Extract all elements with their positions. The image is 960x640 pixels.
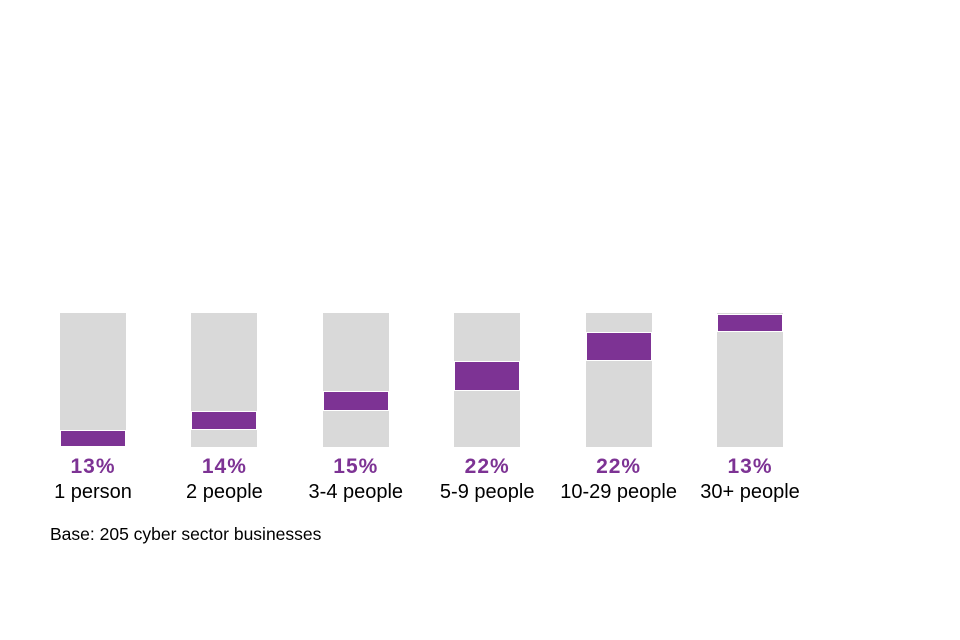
chart-column: 22% 10-29 people bbox=[544, 313, 694, 504]
chart-column: 15% 3-4 people bbox=[281, 313, 431, 504]
category-label: 1 person bbox=[54, 481, 132, 503]
chart-column: 13% 1 person bbox=[18, 313, 168, 504]
bar-segment bbox=[322, 390, 389, 411]
chart-column: 13% 30+ people bbox=[675, 313, 825, 504]
value-label: 14% bbox=[201, 455, 247, 478]
bar-track bbox=[454, 313, 521, 447]
value-label: 13% bbox=[70, 455, 116, 478]
value-label: 22% bbox=[596, 455, 642, 478]
value-label: 13% bbox=[727, 455, 773, 478]
value-label: 15% bbox=[333, 455, 379, 478]
bar-segment bbox=[585, 331, 652, 362]
bar-track bbox=[191, 313, 258, 447]
base-note: Base: 205 cyber sector businesses bbox=[50, 524, 322, 544]
bar-segment bbox=[717, 314, 783, 332]
category-label: 5-9 people bbox=[439, 481, 535, 503]
bar-segment bbox=[60, 429, 126, 447]
bar-track bbox=[60, 313, 126, 447]
category-label: 30+ people bbox=[700, 481, 800, 503]
bar-track bbox=[322, 313, 389, 447]
bar-track bbox=[585, 313, 652, 447]
bar-segment bbox=[191, 410, 258, 430]
category-label: 10-29 people bbox=[560, 481, 677, 503]
value-label: 22% bbox=[464, 455, 510, 478]
chart-column: 22% 5-9 people bbox=[412, 313, 562, 504]
bar-track bbox=[717, 313, 783, 447]
chart-column: 14% 2 people bbox=[149, 313, 299, 504]
category-label: 3-4 people bbox=[308, 481, 404, 503]
category-label: 2 people bbox=[186, 481, 263, 503]
bar-segment bbox=[454, 361, 521, 391]
